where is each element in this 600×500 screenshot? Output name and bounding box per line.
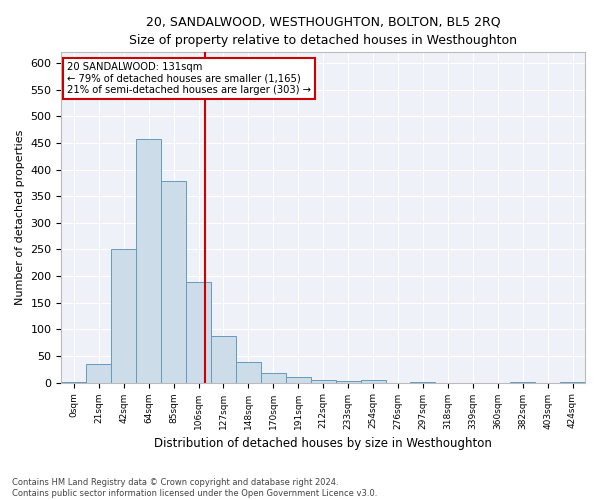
Bar [311,380,335,382]
Y-axis label: Number of detached properties: Number of detached properties [15,130,25,305]
X-axis label: Distribution of detached houses by size in Westhoughton: Distribution of detached houses by size … [154,437,492,450]
Text: Contains HM Land Registry data © Crown copyright and database right 2024.
Contai: Contains HM Land Registry data © Crown c… [12,478,377,498]
Title: 20, SANDALWOOD, WESTHOUGHTON, BOLTON, BL5 2RQ
Size of property relative to detac: 20, SANDALWOOD, WESTHOUGHTON, BOLTON, BL… [129,15,517,47]
Bar [161,181,186,382]
Text: 20 SANDALWOOD: 131sqm
← 79% of detached houses are smaller (1,165)
21% of semi-d: 20 SANDALWOOD: 131sqm ← 79% of detached … [67,62,311,96]
Bar [335,381,361,382]
Bar [361,380,386,382]
Bar [211,336,236,382]
Bar [111,250,136,382]
Bar [136,138,161,382]
Bar [286,377,311,382]
Bar [261,373,286,382]
Bar [236,362,261,382]
Bar [186,282,211,382]
Bar [86,364,111,382]
